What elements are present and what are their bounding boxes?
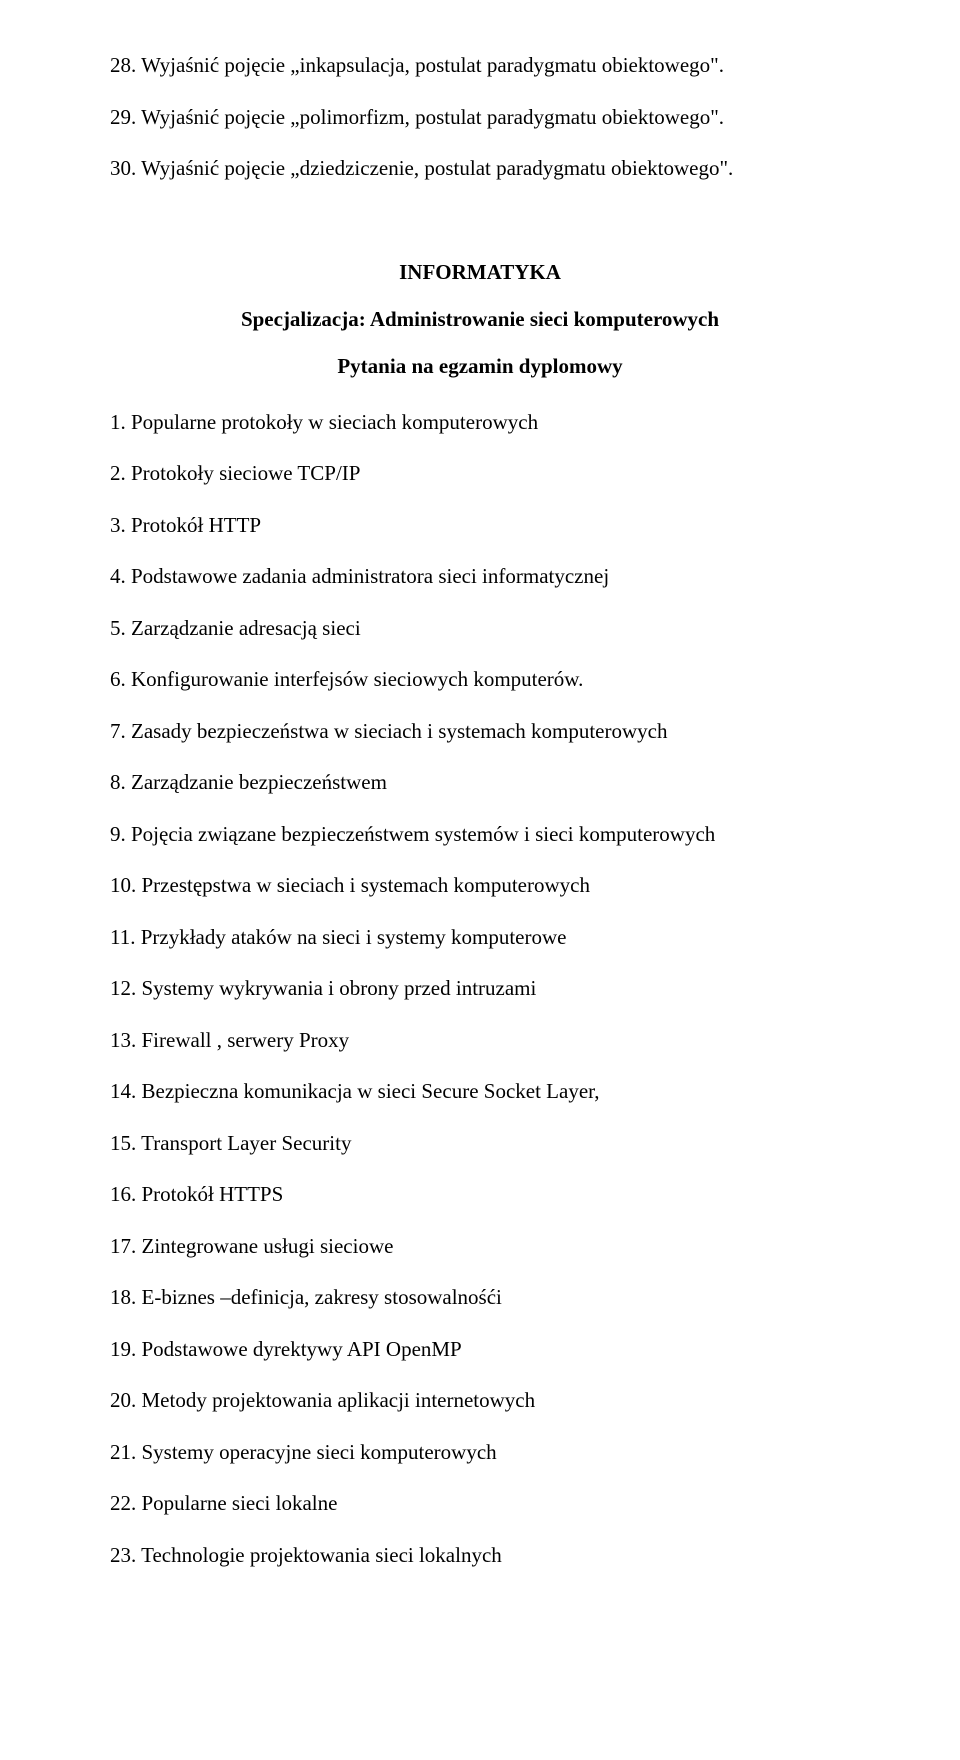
question-item: 15. Transport Layer Security [110, 1128, 850, 1160]
question-item: 9. Pojęcia związane bezpieczeństwem syst… [110, 819, 850, 851]
question-item: 11. Przykłady ataków na sieci i systemy … [110, 922, 850, 954]
question-item: 18. E-biznes –definicja, zakresy stosowa… [110, 1282, 850, 1314]
question-item: 20. Metody projektowania aplikacji inter… [110, 1385, 850, 1417]
question-item: 3. Protokół HTTP [110, 510, 850, 542]
intro-item: 28. Wyjaśnić pojęcie „inkapsulacja, post… [110, 50, 850, 82]
heading-specialization: Specjalizacja: Administrowanie sieci kom… [110, 307, 850, 332]
question-item: 10. Przestępstwa w sieciach i systemach … [110, 870, 850, 902]
question-item: 1. Popularne protokoły w sieciach komput… [110, 407, 850, 439]
question-item: 7. Zasady bezpieczeństwa w sieciach i sy… [110, 716, 850, 748]
question-item: 21. Systemy operacyjne sieci komputerowy… [110, 1437, 850, 1469]
question-item: 23. Technologie projektowania sieci loka… [110, 1540, 850, 1572]
question-item: 17. Zintegrowane usługi sieciowe [110, 1231, 850, 1263]
question-item: 12. Systemy wykrywania i obrony przed in… [110, 973, 850, 1005]
section-spacer [110, 205, 850, 260]
question-item: 2. Protokoły sieciowe TCP/IP [110, 458, 850, 490]
intro-item: 29. Wyjaśnić pojęcie „polimorfizm, postu… [110, 102, 850, 134]
question-item: 6. Konfigurowanie interfejsów sieciowych… [110, 664, 850, 696]
question-item: 22. Popularne sieci lokalne [110, 1488, 850, 1520]
question-item: 16. Protokół HTTPS [110, 1179, 850, 1211]
question-item: 13. Firewall , serwery Proxy [110, 1025, 850, 1057]
question-item: 5. Zarządzanie adresacją sieci [110, 613, 850, 645]
question-item: 19. Podstawowe dyrektywy API OpenMP [110, 1334, 850, 1366]
intro-item: 30. Wyjaśnić pojęcie „dziedziczenie, pos… [110, 153, 850, 185]
question-item: 4. Podstawowe zadania administratora sie… [110, 561, 850, 593]
question-item: 14. Bezpieczna komunikacja w sieci Secur… [110, 1076, 850, 1108]
heading-exam: Pytania na egzamin dyplomowy [110, 354, 850, 379]
heading-main: INFORMATYKA [110, 260, 850, 285]
question-item: 8. Zarządzanie bezpieczeństwem [110, 767, 850, 799]
